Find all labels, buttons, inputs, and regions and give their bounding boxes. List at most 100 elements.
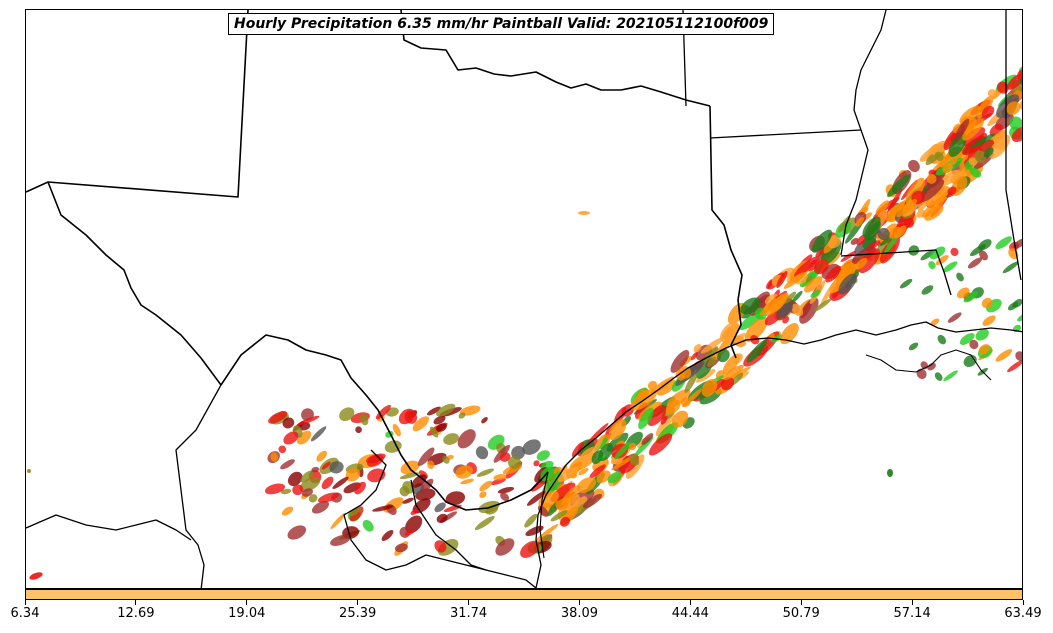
mississippi-river (840, 10, 887, 256)
colorbar-tick (24, 600, 26, 605)
precip-cell (412, 416, 429, 432)
precip-cell (614, 441, 631, 460)
precip-cell (928, 261, 936, 270)
precip-cell (926, 194, 942, 207)
precip-cell (815, 246, 825, 258)
precip-cell (908, 159, 920, 173)
precip-cell (919, 179, 945, 202)
precip-cell (839, 258, 853, 273)
precip-cell (940, 156, 949, 168)
colorbar-tick-label: 12.69 (117, 606, 155, 621)
precip-cell (625, 454, 645, 479)
precip-cell (321, 476, 334, 490)
precip-cell (975, 328, 989, 341)
colorbar-tick (357, 600, 359, 605)
precip-cell (1006, 101, 1021, 116)
precipitation-paintball-layer (27, 64, 1022, 580)
precip-cell (375, 404, 391, 420)
precip-cell (970, 133, 996, 149)
mexico-state-border-south (26, 514, 192, 541)
precip-cell (920, 249, 935, 261)
precip-cell (1015, 351, 1022, 362)
precip-cell (730, 333, 747, 344)
precip-cell (345, 468, 361, 482)
precip-cell (962, 118, 985, 141)
precip-cell (434, 502, 446, 513)
colorbar-tick-label: 63.49 (1004, 606, 1042, 621)
oklahoma-state-border (26, 10, 249, 198)
colorbar-tick (578, 600, 580, 605)
precip-cell (524, 513, 538, 528)
precip-cell (362, 519, 374, 532)
precip-cell (434, 540, 447, 553)
precip-cell (399, 472, 420, 480)
precip-cell (695, 369, 716, 383)
precip-cell (859, 198, 871, 216)
precip-cell (317, 492, 340, 503)
precip-cell (399, 486, 410, 497)
precip-cell (559, 516, 571, 527)
mexico-state-border-east (343, 449, 537, 588)
precip-cell (820, 279, 837, 307)
precip-cell (641, 433, 654, 445)
precip-cell (490, 477, 506, 486)
precip-cell (963, 291, 978, 303)
precip-cell (381, 530, 394, 541)
precip-cell (455, 465, 473, 479)
colorbar-tick-label: 19.04 (228, 606, 266, 621)
colorbar-tick-label: 25.39 (339, 606, 377, 621)
precip-cell (893, 225, 907, 239)
colorbar-tick-label: 38.09 (560, 606, 599, 621)
precip-cell (27, 469, 31, 473)
precip-cell (443, 433, 459, 445)
colorbar-tick-label: 50.79 (782, 606, 820, 621)
precip-cell (508, 456, 521, 469)
precip-cell (950, 247, 959, 257)
precip-cell (707, 356, 716, 367)
colorbar-tick (135, 600, 137, 605)
precip-cell (693, 343, 702, 353)
precip-cell (427, 460, 435, 470)
arkansas-louisiana-border (709, 129, 862, 139)
precip-cell (561, 485, 581, 506)
precip-cell (405, 515, 423, 534)
colorbar-tick-label: 31.74 (449, 606, 488, 621)
precip-cell (281, 506, 294, 516)
precip-cell (935, 255, 949, 266)
red-river-border (400, 10, 711, 107)
precip-cell (287, 525, 307, 540)
precip-cell (576, 477, 597, 493)
precip-cell (899, 278, 913, 289)
precip-cell (804, 276, 823, 293)
precip-cell (987, 89, 998, 99)
colorbar-tick-label: 44.44 (671, 606, 709, 621)
precip-cell (1008, 248, 1019, 260)
precip-cell (611, 455, 635, 471)
precip-cell (1002, 261, 1019, 274)
precip-cell (916, 368, 927, 380)
precip-cell (308, 494, 318, 503)
precip-cell (1013, 238, 1022, 249)
precip-cell (783, 271, 806, 289)
precip-cell (723, 364, 744, 380)
precip-cell (769, 293, 788, 313)
precip-cell (784, 291, 797, 304)
precip-cell (740, 297, 761, 315)
precip-cell (840, 250, 857, 262)
precip-cell (497, 486, 515, 494)
precip-cell (943, 370, 958, 382)
precip-cell (355, 426, 362, 434)
precip-cell (885, 203, 905, 222)
precip-cell (682, 388, 703, 408)
precip-cell (956, 287, 970, 299)
precip-cell (806, 275, 813, 283)
precip-cell (700, 337, 724, 354)
precip-cell (927, 362, 936, 371)
precip-cell (526, 490, 546, 506)
precip-cell (934, 151, 944, 161)
precip-cell (479, 480, 493, 492)
precip-cell (29, 572, 43, 580)
new-mexico-border (47, 181, 222, 386)
precip-cell (924, 205, 944, 221)
precip-cell (348, 507, 361, 517)
